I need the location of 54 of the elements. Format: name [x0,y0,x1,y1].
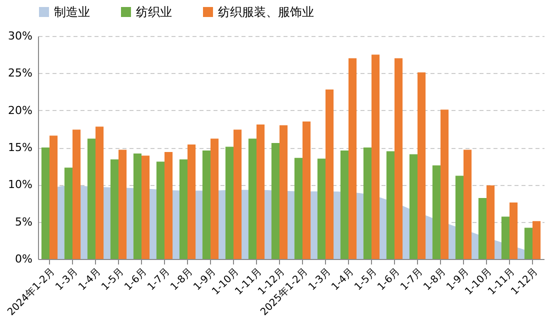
bar [72,130,81,259]
bar [248,138,256,259]
bar [210,138,219,259]
bar [432,165,440,259]
bar [386,151,394,259]
bar [455,176,464,259]
bar [280,125,288,259]
bar [225,146,234,259]
bar [440,110,449,259]
bar [41,148,50,259]
bar [418,72,426,259]
bar [464,150,472,259]
bar [302,121,311,259]
bar [256,124,265,259]
y-tick-label: 10% [8,178,32,192]
legend-label: 纺织业 [136,5,172,19]
bar [510,202,518,259]
bar [326,90,334,259]
bar [486,185,495,259]
y-tick-label: 25% [8,66,32,80]
bar [142,156,150,259]
bar [478,198,486,259]
bar [188,144,196,259]
bar [372,54,380,259]
bar [409,154,418,259]
bar [179,159,188,259]
bar [501,216,510,259]
bar [524,228,532,259]
bar [110,159,118,259]
bar [348,58,357,259]
bar [394,58,403,259]
bar [96,126,104,259]
y-tick-label: 30% [8,30,32,42]
bar [234,130,242,259]
y-tick-label: 15% [8,141,32,154]
bar [50,136,58,259]
legend-label: 制造业 [54,5,90,19]
y-tick-label: 0% [15,252,32,266]
bar [317,158,326,259]
bar [64,168,72,259]
bar [118,150,127,259]
bar [340,150,348,259]
legend-label: 纺织服装、服饰业 [218,5,314,19]
bar [202,150,210,259]
bar [363,148,372,259]
bar [271,143,280,259]
bar [133,153,142,259]
bar [164,152,173,259]
bar [294,158,302,259]
bar [156,162,164,259]
y-tick-label: 5% [15,215,32,228]
bar [87,138,96,259]
y-tick-label: 20% [8,104,32,117]
bar [532,221,541,259]
